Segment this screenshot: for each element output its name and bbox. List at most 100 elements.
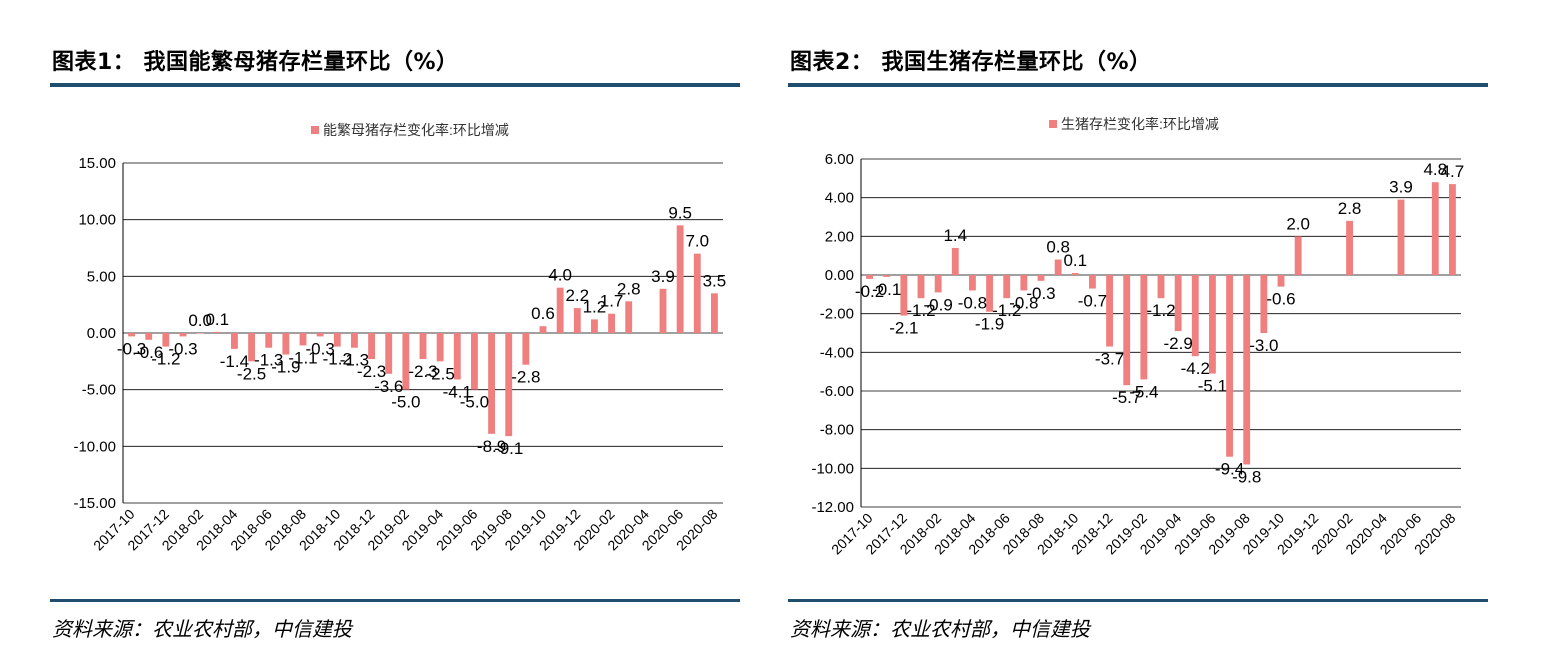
data-label: 2.8 <box>617 279 641 298</box>
data-label: -5.4 <box>1129 382 1158 401</box>
data-label: 0.1 <box>1063 251 1087 270</box>
data-label: -5.0 <box>391 393 420 412</box>
bar <box>1346 220 1353 275</box>
y-tick-label: 4.00 <box>825 190 854 207</box>
bar <box>934 275 942 293</box>
title-rule <box>788 83 1488 87</box>
data-label: 0.0 <box>188 311 212 330</box>
data-label: -9.8 <box>1232 467 1261 486</box>
bar <box>556 287 564 333</box>
bar <box>231 333 238 349</box>
bar <box>1037 275 1045 281</box>
bar <box>368 333 375 360</box>
data-label: -0.9 <box>923 295 952 314</box>
bar <box>1431 182 1439 275</box>
bar <box>128 333 135 337</box>
bar <box>693 253 701 333</box>
data-label: -0.7 <box>1078 292 1107 311</box>
data-label: -5.7 <box>1112 388 1141 407</box>
data-label: -4.1 <box>443 382 472 401</box>
legend-swatch <box>311 126 319 134</box>
data-label: 3.5 <box>703 271 727 290</box>
bottom-rule <box>788 599 1488 602</box>
data-label: 0.1 <box>205 310 229 329</box>
data-label: 0.8 <box>1046 238 1070 257</box>
data-label: -2.8 <box>511 368 540 387</box>
bar <box>1174 275 1182 332</box>
bar <box>265 333 273 348</box>
data-label: 0.6 <box>531 304 555 323</box>
bar <box>471 333 478 390</box>
bar <box>986 275 993 312</box>
bar <box>316 333 324 337</box>
bar <box>1226 275 1233 457</box>
y-tick-label: 6.00 <box>825 151 854 168</box>
y-tick-label: 2.00 <box>825 228 854 245</box>
data-label: -3.0 <box>1249 336 1278 355</box>
data-label: -0.6 <box>134 343 163 362</box>
chart-title: 图表1： 我国能繁母猪存栏量环比（%） <box>52 50 459 75</box>
data-label: -4.2 <box>1181 359 1210 378</box>
data-label: -1.9 <box>975 315 1004 334</box>
data-label: -1.1 <box>288 348 317 367</box>
legend: 能繁母猪存栏变化率:环比增减 <box>311 122 509 138</box>
chart-title: 图表2： 我国生猪存栏量环比（%） <box>790 50 1152 75</box>
y-tick-label: -12.00 <box>811 499 854 516</box>
bar <box>883 275 891 277</box>
source-note: 资料来源：农业农村部，中信建投 <box>790 617 1090 641</box>
data-label: -9.4 <box>1215 460 1244 479</box>
data-label: -1.2 <box>323 350 352 369</box>
bar <box>1294 236 1302 275</box>
bar <box>1140 275 1148 380</box>
data-label: -5.1 <box>1198 377 1227 396</box>
data-label: -1.2 <box>992 301 1021 320</box>
data-label: -1.4 <box>220 352 249 371</box>
bar <box>900 275 908 316</box>
data-label: 9.5 <box>668 203 692 222</box>
bar <box>351 333 358 348</box>
data-label: -2.3 <box>408 362 437 381</box>
y-tick-label: -10.00 <box>811 460 854 477</box>
y-tick-label: -5.00 <box>82 382 116 399</box>
bar <box>385 333 393 374</box>
y-tick-label: 5.00 <box>87 268 116 285</box>
bar <box>1106 275 1113 347</box>
bar <box>1071 273 1079 275</box>
legend-label: 生猪存栏变化率:环比增减 <box>1061 116 1219 132</box>
bar <box>711 293 718 333</box>
y-tick-label: -6.00 <box>820 383 854 400</box>
bar <box>591 319 598 333</box>
bar <box>162 333 170 347</box>
bar <box>419 333 427 360</box>
bar <box>1277 275 1285 287</box>
data-label: -0.2 <box>855 282 884 301</box>
data-label: -0.8 <box>1009 293 1038 312</box>
data-label: -1.3 <box>340 351 369 370</box>
data-label: -1.2 <box>151 350 180 369</box>
data-label: 3.9 <box>1389 178 1413 197</box>
bottom-rule <box>50 599 740 602</box>
bar <box>1191 275 1199 357</box>
y-tick-label: 0.00 <box>87 325 116 342</box>
bar-chart-hogs: 生猪存栏变化率:环比增减 6.00 4.00 2.00 0.00 -2.00 -4.00 -6… <box>811 116 1465 557</box>
bar <box>1020 275 1028 291</box>
legend-label: 能繁母猪存栏变化率:环比增减 <box>323 122 509 138</box>
data-label: -1.2 <box>906 301 935 320</box>
data-label: -3.6 <box>374 377 403 396</box>
bar <box>1157 275 1165 299</box>
bar <box>522 333 530 365</box>
bar <box>1089 275 1096 289</box>
data-label: 4.7 <box>1441 162 1465 181</box>
legend: 生猪存栏变化率:环比增减 <box>1049 116 1219 132</box>
y-tick-label: 15.00 <box>78 155 116 172</box>
bar <box>145 333 153 340</box>
bar <box>179 333 187 337</box>
data-label: -0.3 <box>1026 284 1055 303</box>
bar <box>1123 275 1131 386</box>
y-tick-label: -4.00 <box>820 344 854 361</box>
bar <box>573 308 581 333</box>
bar <box>539 326 547 333</box>
title-rule <box>50 83 740 87</box>
bar <box>333 333 341 347</box>
y-tick-label: 10.00 <box>78 212 116 229</box>
